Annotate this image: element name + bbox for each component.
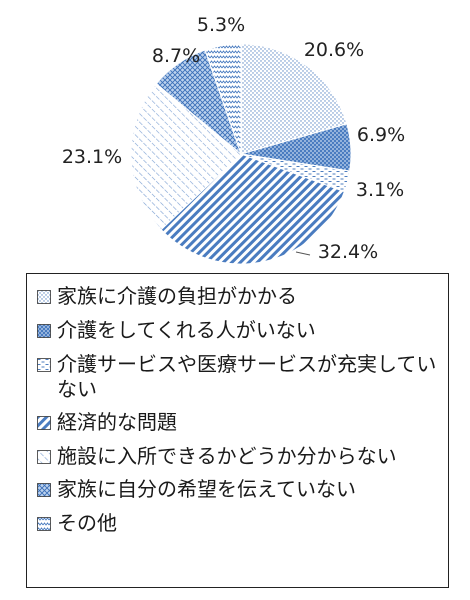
- data-label: 32.4%: [318, 241, 378, 263]
- legend-swatch: [37, 450, 51, 464]
- data-label: 23.1%: [62, 146, 122, 168]
- legend-label: 家族に自分の希望を伝えていない: [57, 477, 356, 501]
- pie-slice: [130, 83, 242, 231]
- legend-item: 介護サービスや医療サービスが充実していない: [37, 352, 438, 402]
- legend-label: 施設に入所できるかどうか分からない: [57, 444, 397, 468]
- data-label: 8.7%: [152, 45, 200, 67]
- legend-item: 経済的な問題: [37, 410, 438, 435]
- data-label: 5.3%: [197, 14, 245, 36]
- leader-line: [295, 251, 311, 256]
- legend-swatch: [37, 324, 51, 338]
- pie-slice: [204, 43, 242, 155]
- legend-label: 介護をしてくれる人がいない: [57, 318, 316, 342]
- legend-label: 経済的な問題: [57, 410, 177, 434]
- legend-swatch: [37, 358, 51, 372]
- data-label: 20.6%: [304, 39, 364, 61]
- legend-item: 介護をしてくれる人がいない: [37, 318, 438, 343]
- pie-chart: 20.6% 6.9% 3.1% 32.4% 23.1% 8.7% 5.3%: [62, 14, 405, 265]
- legend-item: 家族に自分の希望を伝えていない: [37, 477, 438, 502]
- legend-label: 家族に介護の負担がかかる: [57, 284, 297, 308]
- legend-item: その他: [37, 511, 438, 536]
- legend-swatch: [37, 416, 51, 430]
- data-label: 3.1%: [356, 179, 404, 201]
- legend: 家族に介護の負担がかかる 介護をしてくれる人がいない介護サービスや医療サービスが充…: [26, 273, 449, 588]
- pie-slice: [240, 43, 348, 155]
- legend-item: 家族に介護の負担がかかる: [37, 284, 438, 309]
- legend-swatch: [37, 517, 51, 531]
- legend-swatch: [37, 290, 51, 304]
- legend-item: 施設に入所できるかどうか分からない: [37, 444, 438, 469]
- legend-label: その他: [57, 511, 117, 535]
- data-label: 6.9%: [357, 124, 405, 146]
- legend-label: 介護サービスや医療サービスが充実していない: [57, 352, 437, 401]
- pie-slice: [160, 153, 345, 265]
- legend-swatch: [37, 483, 51, 497]
